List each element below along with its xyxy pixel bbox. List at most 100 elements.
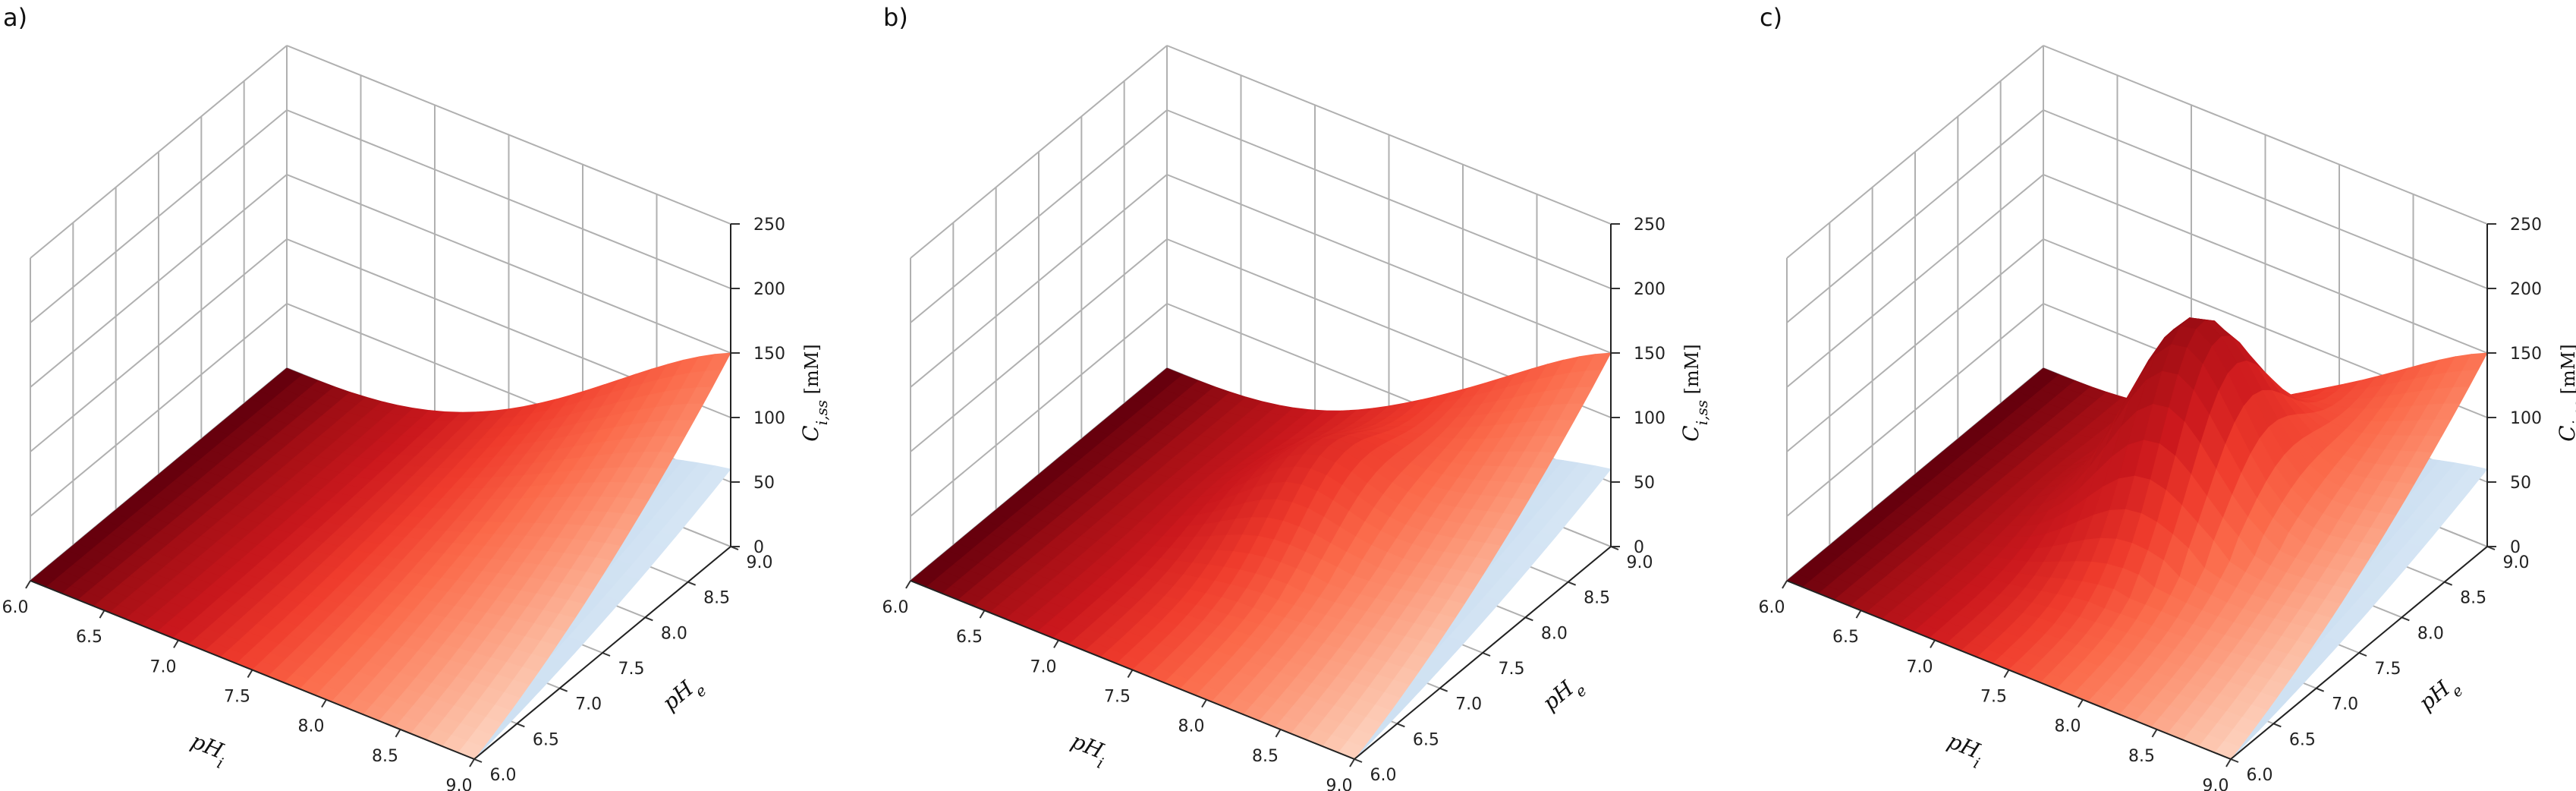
z-tick-label: 150 bbox=[1634, 345, 1665, 364]
y-tick-mark bbox=[2272, 723, 2282, 728]
wall-grid-h bbox=[910, 45, 1168, 259]
x-tick-label: 7.0 bbox=[1030, 657, 1057, 676]
surface-plot: 6.06.57.07.58.08.59.06.06.57.07.58.08.59… bbox=[2, 45, 831, 791]
y-axis-label: pHe bbox=[2414, 670, 2467, 722]
wall-grid-h bbox=[1786, 303, 2044, 517]
wall-grid-h bbox=[30, 109, 288, 323]
x-tick-mark bbox=[247, 669, 253, 679]
y-tick-mark bbox=[1524, 616, 1533, 622]
wall-grid-h bbox=[2043, 109, 2488, 289]
y-tick-label: 7.5 bbox=[1499, 660, 1525, 679]
z-axis-label: Ci,ss [mM] bbox=[2555, 344, 2576, 441]
y-tick-label: 8.0 bbox=[2417, 624, 2444, 643]
tick-labels: 6.06.57.07.58.08.59.06.06.57.07.58.08.59… bbox=[882, 216, 1666, 791]
y-tick-mark bbox=[1396, 723, 1405, 728]
y-tick-mark bbox=[1354, 758, 1363, 763]
x-tick-mark bbox=[2225, 758, 2232, 767]
x-tick-mark bbox=[1201, 699, 1207, 708]
z-tick-label: 250 bbox=[1634, 216, 1665, 235]
z-tick-label: 100 bbox=[1634, 409, 1665, 428]
z-tick-label: 250 bbox=[2510, 216, 2542, 235]
y-tick-mark bbox=[602, 652, 611, 657]
y-tick-mark bbox=[516, 723, 525, 728]
y-tick-mark bbox=[2230, 758, 2239, 763]
y-tick-mark bbox=[2316, 687, 2325, 692]
y-tick-mark bbox=[473, 758, 483, 763]
y-tick-mark bbox=[1568, 581, 1577, 586]
surface-plot: 6.06.57.07.58.08.59.06.06.57.07.58.08.59… bbox=[1759, 45, 2576, 791]
z-tick-label: 200 bbox=[753, 280, 785, 299]
y-tick-label: 8.5 bbox=[1584, 589, 1610, 608]
x-tick-mark bbox=[1930, 639, 1936, 648]
surfaces bbox=[1786, 317, 2488, 760]
x-axis-line bbox=[910, 580, 1355, 760]
x-tick-label: 6.5 bbox=[1832, 628, 1859, 647]
panel-label: c) bbox=[1760, 3, 1783, 32]
wall-grid-h bbox=[1786, 238, 2044, 452]
z-tick-label: 0 bbox=[2510, 538, 2521, 557]
chart-panel-b: b) 6.0 6.5 7.0 7.5 8.0 8.5 9.0 6.0 6.5 7.0 7.5 8.0 8… bbox=[880, 0, 1753, 791]
wall-grid-h bbox=[1166, 45, 1612, 225]
y-tick-label: 8.0 bbox=[661, 624, 687, 643]
x-tick-mark bbox=[2151, 729, 2158, 738]
panel-label: a) bbox=[3, 3, 28, 32]
wall-grid-h bbox=[1786, 109, 2044, 323]
x-tick-mark bbox=[469, 758, 475, 767]
axis-lines bbox=[30, 224, 731, 760]
y-tick-label: 6.0 bbox=[490, 766, 517, 785]
x-tick-label: 8.0 bbox=[2055, 717, 2081, 736]
z-tick-label: 100 bbox=[753, 409, 785, 428]
x-tick-label: 6.0 bbox=[882, 598, 909, 617]
y-tick-label: 6.5 bbox=[533, 730, 559, 749]
x-tick-mark bbox=[99, 610, 105, 619]
tick-labels: 6.06.57.07.58.08.59.06.06.57.07.58.08.59… bbox=[1759, 216, 2543, 791]
x-axis-label: pHi bbox=[1942, 728, 1988, 772]
x-tick-label: 8.5 bbox=[372, 747, 398, 766]
wall-grid-h bbox=[910, 238, 1168, 452]
y-axis-label: pHe bbox=[1538, 670, 1590, 722]
wall-grid-h bbox=[2043, 45, 2488, 225]
x-tick-label: 8.5 bbox=[2128, 747, 2155, 766]
x-tick-label: 7.5 bbox=[224, 688, 250, 707]
x-tick-mark bbox=[395, 729, 401, 738]
y-tick-label: 7.0 bbox=[2332, 695, 2358, 714]
y-tick-label: 8.5 bbox=[703, 589, 730, 608]
wall-grid-h bbox=[910, 174, 1168, 388]
chart-panel-a: a) 6.0 6.5 7.0 7.5 8.0 8.5 9.0 6.0 6.5 7.0 7.5 8.0 8… bbox=[0, 0, 873, 791]
wall-grid-h bbox=[1166, 109, 1612, 289]
x-tick-label: 6.5 bbox=[76, 628, 102, 647]
y-tick-mark bbox=[1482, 652, 1491, 657]
y-tick-label: 6.5 bbox=[2289, 730, 2316, 749]
wall-grid-h bbox=[30, 238, 288, 452]
z-tick-label: 150 bbox=[2510, 345, 2542, 364]
wall-grid-h bbox=[1786, 174, 2044, 388]
x-tick-label: 8.5 bbox=[1252, 747, 1279, 766]
x-tick-label: 7.5 bbox=[1104, 688, 1131, 707]
y-tick-mark bbox=[1439, 687, 1448, 692]
x-tick-label: 9.0 bbox=[1326, 777, 1353, 791]
z-tick-label: 50 bbox=[1634, 474, 1655, 493]
z-axis-label: Ci,ss [mM] bbox=[1678, 344, 1711, 441]
y-tick-label: 9.0 bbox=[747, 553, 773, 572]
y-axis-line bbox=[473, 546, 731, 760]
wall-grid-h bbox=[910, 109, 1168, 323]
z-tick-label: 150 bbox=[753, 345, 785, 364]
x-tick-label: 9.0 bbox=[2203, 777, 2229, 791]
z-tick-label: 50 bbox=[753, 474, 775, 493]
surfaces bbox=[910, 352, 1612, 760]
y-axis-line bbox=[1354, 546, 1612, 760]
wall-grid-h bbox=[1786, 45, 2044, 259]
z-tick-label: 0 bbox=[1634, 538, 1644, 557]
x-tick-mark bbox=[2077, 699, 2084, 708]
x-tick-mark bbox=[2003, 669, 2010, 679]
x-tick-mark bbox=[1127, 669, 1134, 679]
wall-grid-h bbox=[1166, 174, 1612, 354]
panel-label: b) bbox=[883, 3, 908, 32]
x-tick-mark bbox=[25, 580, 31, 589]
wall-grid-h bbox=[2043, 174, 2488, 354]
y-tick-mark bbox=[687, 581, 697, 586]
y-tick-label: 9.0 bbox=[1627, 553, 1653, 572]
y-tick-mark bbox=[2358, 652, 2367, 657]
x-tick-mark bbox=[979, 610, 986, 619]
x-tick-mark bbox=[1349, 758, 1355, 767]
